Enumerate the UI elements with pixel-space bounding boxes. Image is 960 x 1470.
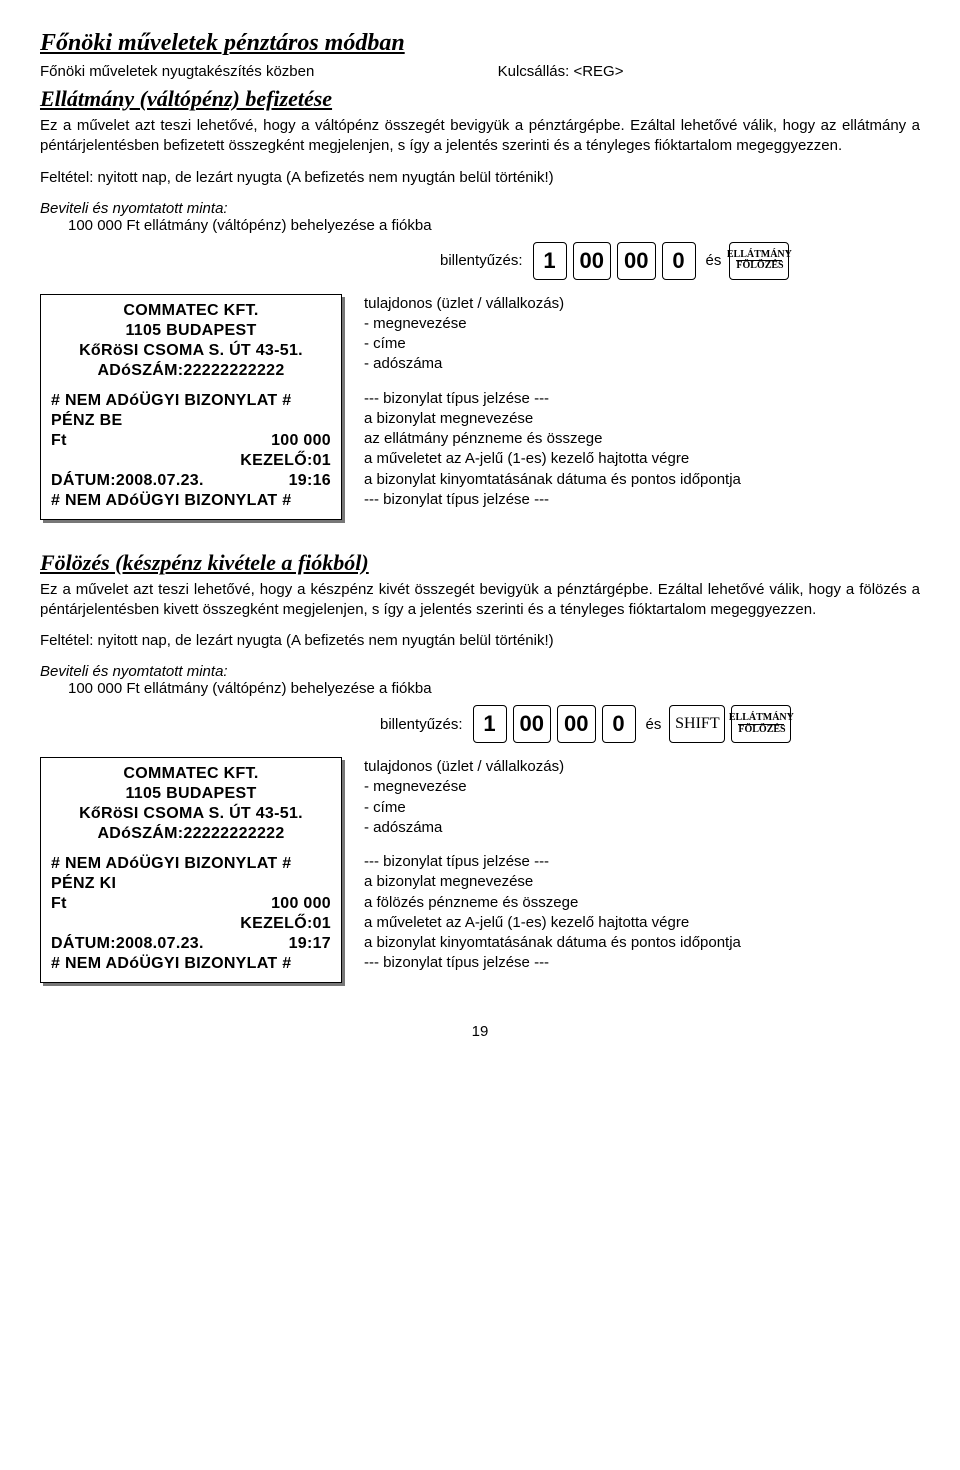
subtitle-row: Főnöki műveletek nyugtakészítés közben K… [40, 63, 920, 80]
rcpt-ft: Ft [51, 431, 67, 451]
rcpt-amt: 100 000 [271, 431, 331, 451]
note-line: a bizonylat megnevezése [364, 872, 920, 892]
note-line: --- bizonylat típus jelzése --- [364, 490, 920, 510]
section2-paragraph: Ez a művelet azt teszi lehetővé, hogy a … [40, 580, 920, 621]
section1-receipt: COMMATEC KFT. 1105 BUDAPEST KőRöSI CSOMA… [40, 294, 342, 520]
key-00a: 00 [513, 705, 551, 743]
section1-receipt-wrap: COMMATEC KFT. 1105 BUDAPEST KőRöSI CSOMA… [40, 294, 920, 520]
rcpt-date: DÁTUM:2008.07.23. [51, 934, 204, 954]
note-line: - adószáma [364, 818, 920, 838]
key-1: 1 [473, 705, 507, 743]
rcpt-line: PÉNZ KI [51, 874, 331, 894]
page-main-title: Főnöki műveletek pénztáros módban [40, 30, 920, 57]
key-ellatmany-folozes: ELLÁTMÁNY FÖLÖZÉS [731, 705, 791, 743]
note-line: tulajdonos (üzlet / vállalkozás) [364, 757, 920, 777]
note-line: --- bizonylat típus jelzése --- [364, 852, 920, 872]
section1-notes: tulajdonos (üzlet / vállalkozás) - megne… [364, 294, 920, 511]
note-line: --- bizonylat típus jelzése --- [364, 389, 920, 409]
section1-key-row: billentyűzés: 1 00 00 0 és ELLÁTMÁNY FÖL… [40, 242, 920, 280]
note-line: az ellátmány pénzneme és összege [364, 429, 920, 449]
section1-sample-sub: 100 000 Ft ellátmány (váltópénz) behelye… [68, 217, 920, 234]
key-00b: 00 [557, 705, 595, 743]
note-line: - címe [364, 798, 920, 818]
note-line: - megnevezése [364, 314, 920, 334]
section2-title: Fölözés (készpénz kivétele a fiókból) [40, 550, 920, 576]
rcpt-line: 1105 BUDAPEST [51, 321, 331, 341]
rcpt-line: Ft 100 000 [51, 431, 331, 451]
section2-sample-head: Beviteli és nyomtatott minta: [40, 663, 920, 680]
key-ellatmany-folozes: ELLÁTMÁNY FÖLÖZÉS [729, 242, 789, 280]
subtitle-right: Kulcsállás: <REG> [498, 63, 624, 80]
rcpt-time: 19:17 [289, 934, 331, 954]
key-0: 0 [602, 705, 636, 743]
key-ellat-top: ELLÁTMÁNY [727, 250, 792, 261]
keyrow-label: billentyűzés: [440, 252, 523, 269]
rcpt-line: # NEM ADóÜGYI BIZONYLAT # [51, 954, 331, 974]
rcpt-line: KőRöSI CSOMA S. ÚT 43-51. [51, 341, 331, 361]
rcpt-line: # NEM ADóÜGYI BIZONYLAT # [51, 391, 331, 411]
note-line: - címe [364, 334, 920, 354]
key-1: 1 [533, 242, 567, 280]
section1-title: Ellátmány (váltópénz) befizetése [40, 86, 920, 112]
note-line: tulajdonos (üzlet / vállalkozás) [364, 294, 920, 314]
note-line: a műveletet az A-jelű (1-es) kezelő hajt… [364, 913, 920, 933]
rcpt-amt: 100 000 [271, 894, 331, 914]
rcpt-line: KőRöSI CSOMA S. ÚT 43-51. [51, 804, 331, 824]
rcpt-line: PÉNZ BE [51, 411, 331, 431]
rcpt-line: KEZELŐ:01 [51, 451, 331, 471]
page-number: 19 [40, 1023, 920, 1040]
rcpt-line: KEZELŐ:01 [51, 914, 331, 934]
keyrow-label: billentyűzés: [380, 716, 463, 733]
section2-notes: tulajdonos (üzlet / vállalkozás) - megne… [364, 757, 920, 974]
key-and: és [706, 252, 722, 269]
note-line: - megnevezése [364, 777, 920, 797]
rcpt-line: Ft 100 000 [51, 894, 331, 914]
key-00a: 00 [573, 242, 611, 280]
subtitle-left: Főnöki műveletek nyugtakészítés közben [40, 63, 498, 80]
section2-receipt-wrap: COMMATEC KFT. 1105 BUDAPEST KőRöSI CSOMA… [40, 757, 920, 983]
section2-condition: Feltétel: nyitott nap, de lezárt nyugta … [40, 632, 920, 649]
rcpt-line: ADóSZÁM:22222222222 [51, 824, 331, 844]
note-line: a bizonylat kinyomtatásának dátuma és po… [364, 933, 920, 953]
section2-key-row: billentyűzés: 1 00 00 0 és SHIFT ELLÁTMÁ… [40, 705, 920, 743]
section2-receipt: COMMATEC KFT. 1105 BUDAPEST KőRöSI CSOMA… [40, 757, 342, 983]
rcpt-line: DÁTUM:2008.07.23. 19:17 [51, 934, 331, 954]
key-00b: 00 [617, 242, 655, 280]
note-line: a fölözés pénzneme és összege [364, 893, 920, 913]
rcpt-line: COMMATEC KFT. [51, 764, 331, 784]
note-line: a bizonylat kinyomtatásának dátuma és po… [364, 470, 920, 490]
note-line: a bizonylat megnevezése [364, 409, 920, 429]
key-ellat-top: ELLÁTMÁNY [729, 713, 794, 724]
key-ellat-bot: FÖLÖZÉS [736, 260, 782, 272]
section1-condition: Feltétel: nyitott nap, de lezárt nyugta … [40, 169, 920, 186]
note-line: - adószáma [364, 354, 920, 374]
note-line: --- bizonylat típus jelzése --- [364, 953, 920, 973]
section1-paragraph: Ez a művelet azt teszi lehetővé, hogy a … [40, 116, 920, 157]
rcpt-line: # NEM ADóÜGYI BIZONYLAT # [51, 491, 331, 511]
rcpt-line: ADóSZÁM:22222222222 [51, 361, 331, 381]
rcpt-line: COMMATEC KFT. [51, 301, 331, 321]
rcpt-time: 19:16 [289, 471, 331, 491]
key-and: és [646, 716, 662, 733]
section1-sample-head: Beviteli és nyomtatott minta: [40, 200, 920, 217]
rcpt-line: 1105 BUDAPEST [51, 784, 331, 804]
key-0: 0 [662, 242, 696, 280]
section2-sample-sub: 100 000 Ft ellátmány (váltópénz) behelye… [68, 680, 920, 697]
key-shift: SHIFT [669, 705, 725, 743]
rcpt-date: DÁTUM:2008.07.23. [51, 471, 204, 491]
key-ellat-bot: FÖLÖZÉS [738, 724, 784, 736]
rcpt-ft: Ft [51, 894, 67, 914]
rcpt-line: # NEM ADóÜGYI BIZONYLAT # [51, 854, 331, 874]
note-line: a műveletet az A-jelű (1-es) kezelő hajt… [364, 449, 920, 469]
rcpt-line: DÁTUM:2008.07.23. 19:16 [51, 471, 331, 491]
